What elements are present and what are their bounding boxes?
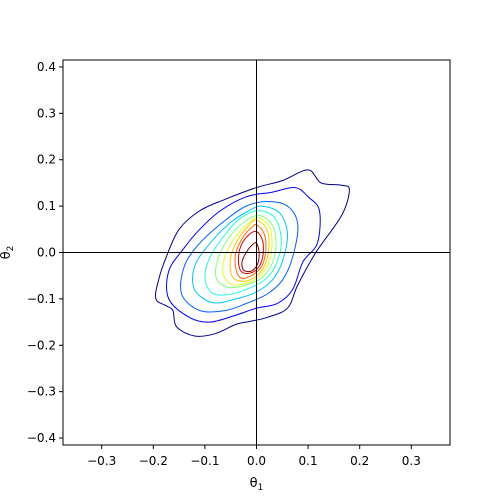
contour-level-7: [222, 217, 273, 286]
y-tick-label: −0.2: [27, 338, 56, 352]
x-tick-label: −0.2: [139, 454, 168, 468]
y-tick-label: 0.3: [37, 106, 56, 120]
x-tick-label: 0.3: [402, 454, 421, 468]
x-axis-ticks: −0.3 −0.2 −0.1 0.0 0.1 0.2 0.3: [87, 445, 421, 468]
y-tick-label: 0.1: [37, 199, 56, 213]
y-tick-label: −0.3: [27, 385, 56, 399]
contour-lines: [154, 169, 350, 337]
y-tick-label: −0.1: [27, 292, 56, 306]
contour-level-11: [241, 242, 260, 273]
x-tick-label: −0.3: [87, 454, 116, 468]
x-axis-label: θ1: [250, 476, 264, 493]
x-tick-label: 0.0: [247, 454, 266, 468]
x-tick-label: −0.1: [190, 454, 219, 468]
contour-level-1: [154, 169, 350, 337]
x-tick-label: 0.2: [350, 454, 369, 468]
contour-level-2: [166, 186, 321, 323]
contour-level-9: [234, 223, 267, 279]
y-tick-label: −0.4: [27, 431, 56, 445]
y-tick-label: 0.0: [37, 246, 56, 260]
contour-level-8: [229, 219, 270, 282]
contour-level-10: [237, 230, 264, 274]
x-tick-label: 0.1: [299, 454, 318, 468]
contour-level-3: [180, 200, 299, 313]
contour-level-4: [191, 205, 288, 304]
contour-level-5: [204, 210, 282, 296]
y-axis-ticks: −0.4 −0.3 −0.2 −0.1 0.0 0.1 0.2 0.3 0.4: [27, 60, 63, 445]
contour-level-6: [214, 214, 277, 289]
y-tick-label: 0.2: [37, 153, 56, 167]
y-axis-label: θ2: [0, 246, 16, 260]
reference-lines: [63, 60, 450, 445]
y-tick-label: 0.4: [37, 60, 56, 74]
